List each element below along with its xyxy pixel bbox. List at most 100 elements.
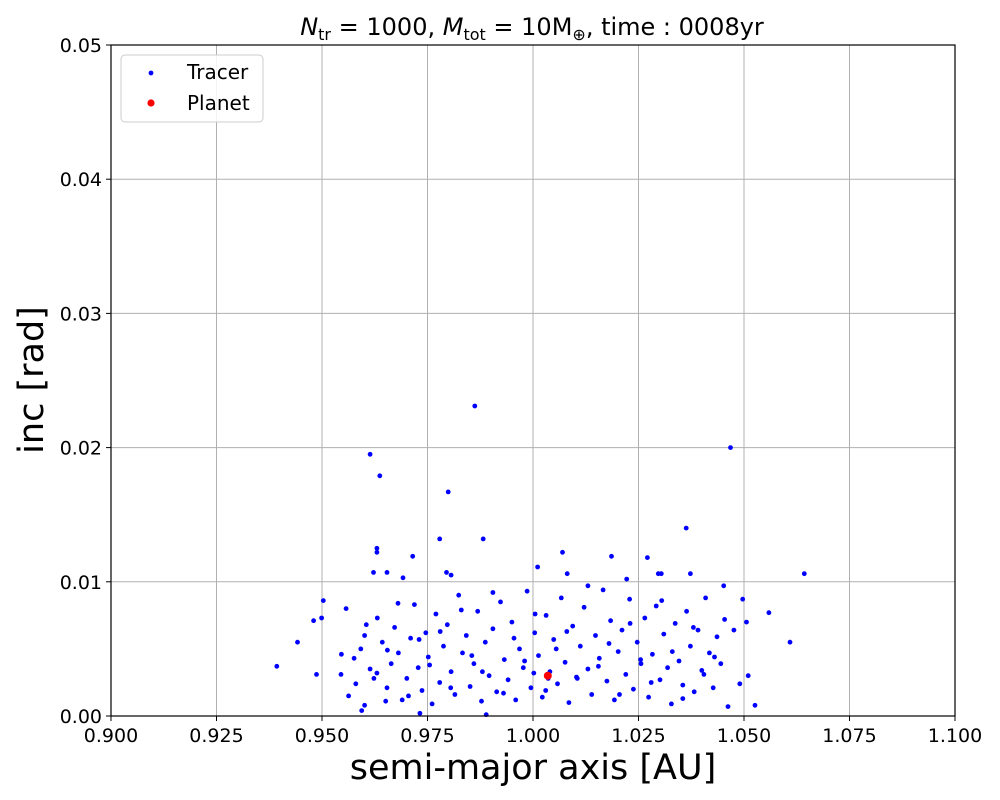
tracer-point bbox=[384, 570, 390, 575]
tracer-point bbox=[648, 680, 654, 685]
tracer-point bbox=[688, 571, 693, 577]
y-tick-label: 0.05 bbox=[60, 35, 102, 57]
x-axis-label: semi-major axis [AU] bbox=[350, 748, 717, 788]
tracer-point bbox=[665, 665, 670, 671]
tracer-point bbox=[659, 598, 665, 603]
tracer-point bbox=[319, 615, 324, 621]
tracer-point bbox=[737, 681, 743, 687]
tracer-point bbox=[374, 670, 380, 676]
tracer-point bbox=[437, 629, 443, 634]
tracer-point bbox=[367, 451, 373, 457]
tracer-point bbox=[619, 627, 625, 633]
x-tick-label: 0.975 bbox=[400, 725, 454, 747]
tracer-point bbox=[672, 621, 678, 626]
tracer-point bbox=[731, 627, 737, 633]
x-tick-label: 0.950 bbox=[295, 725, 349, 747]
x-tick-label: 1.000 bbox=[506, 725, 560, 747]
tracer-point bbox=[353, 681, 359, 687]
tracer-point bbox=[480, 669, 485, 675]
tracer-point bbox=[444, 622, 450, 628]
tracer-point bbox=[555, 681, 560, 687]
tracer-point bbox=[680, 696, 686, 701]
y-tick-label: 0.00 bbox=[60, 706, 102, 728]
tracer-point bbox=[358, 646, 364, 652]
tracer-point bbox=[463, 633, 469, 638]
tracer-point bbox=[311, 618, 316, 624]
tracer-point bbox=[714, 634, 720, 640]
x-tick-label: 0.900 bbox=[84, 725, 138, 747]
tracer-point bbox=[359, 708, 365, 713]
tracer-point bbox=[448, 685, 454, 691]
tracer-point bbox=[691, 625, 696, 630]
tracer-point bbox=[688, 643, 693, 649]
tracer-point bbox=[524, 588, 530, 594]
tracer-point bbox=[383, 698, 389, 704]
planet-point bbox=[543, 671, 552, 680]
chart-title: Ntr = 1000, Mtot = 10M⊕, time : 0008yr bbox=[300, 13, 764, 44]
tracer-point bbox=[623, 672, 629, 677]
tracer-point bbox=[701, 672, 707, 677]
tracer-point bbox=[522, 658, 527, 664]
tracer-point bbox=[314, 672, 319, 677]
tracer-point bbox=[472, 403, 478, 409]
tracer-point bbox=[728, 445, 733, 450]
tracer-point bbox=[406, 693, 411, 699]
tracer-point bbox=[399, 697, 405, 703]
tracer-point bbox=[532, 630, 538, 636]
tracer-point bbox=[392, 625, 397, 630]
tracer-point bbox=[416, 637, 422, 642]
tracer-point bbox=[593, 633, 598, 638]
tracer-point bbox=[725, 704, 731, 709]
tracer-point bbox=[766, 610, 772, 616]
tracer-point bbox=[600, 587, 606, 593]
tracer-point bbox=[362, 633, 367, 638]
tracer-point bbox=[627, 596, 632, 602]
tracer-point bbox=[695, 627, 701, 633]
tracer-point bbox=[460, 650, 465, 656]
tracer-point bbox=[374, 615, 380, 621]
tracer-point bbox=[517, 646, 522, 652]
tracer-point bbox=[707, 650, 712, 656]
tracer-point bbox=[581, 604, 587, 610]
tracer-point bbox=[295, 639, 300, 645]
tracer-point bbox=[608, 618, 613, 624]
x-tick-label: 1.100 bbox=[928, 725, 982, 747]
tracer-point bbox=[722, 617, 727, 622]
y-axis-label: inc [rad] bbox=[12, 306, 52, 454]
y-tick-label: 0.03 bbox=[60, 303, 102, 325]
tracer-point bbox=[718, 661, 724, 667]
tracer-point bbox=[274, 663, 280, 669]
tracer-point bbox=[490, 626, 496, 632]
tracer-point bbox=[412, 602, 417, 607]
legend-box bbox=[120, 54, 264, 123]
tracer-point bbox=[703, 595, 708, 601]
tracer-point bbox=[653, 603, 659, 609]
tracer-point bbox=[710, 685, 716, 691]
tracer-point bbox=[498, 599, 503, 605]
tracer-point bbox=[577, 643, 583, 649]
tracer-point bbox=[585, 666, 591, 672]
title-n-value: = 1000, bbox=[331, 13, 443, 41]
tracer-point bbox=[511, 635, 517, 641]
tracer-point bbox=[437, 536, 443, 542]
legend-planet-marker bbox=[147, 99, 155, 107]
tracer-point bbox=[458, 607, 464, 613]
tracer-point bbox=[400, 575, 406, 581]
tracer-point bbox=[456, 592, 462, 598]
tracer-point bbox=[448, 572, 454, 578]
tracer-point bbox=[417, 710, 423, 716]
legend-tracer-label: Tracer bbox=[186, 60, 249, 84]
tracer-point bbox=[410, 553, 416, 559]
tracer-point bbox=[471, 661, 477, 667]
tracer-point bbox=[452, 692, 458, 697]
tracer-point bbox=[479, 698, 484, 704]
tracer-point bbox=[520, 665, 526, 671]
tracer-point bbox=[385, 647, 390, 653]
tracer-point bbox=[604, 678, 610, 684]
tracer-point bbox=[752, 702, 758, 708]
tracer-point bbox=[638, 657, 643, 662]
tracer-point bbox=[505, 677, 511, 683]
tracer-point bbox=[513, 697, 519, 703]
tracer-point bbox=[379, 639, 385, 645]
